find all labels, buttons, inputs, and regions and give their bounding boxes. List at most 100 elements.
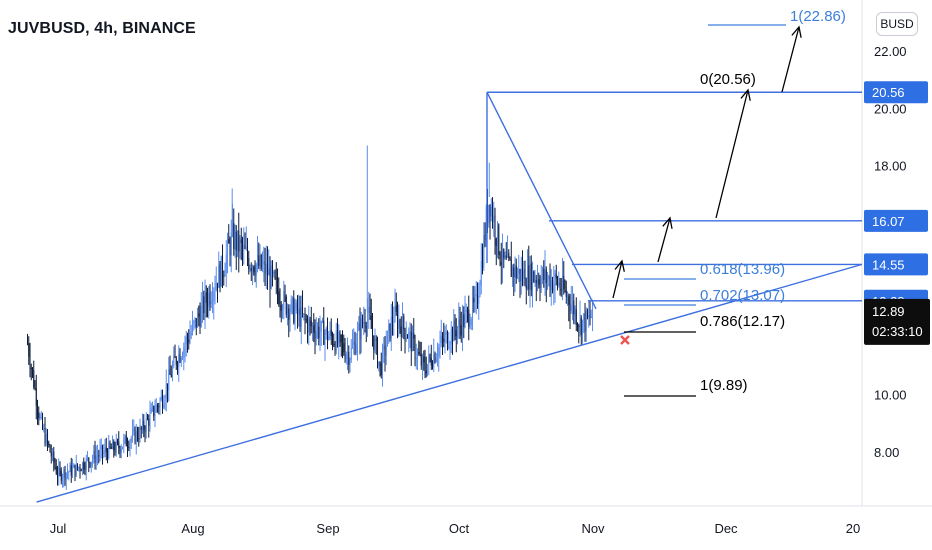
candle-body (433, 354, 435, 368)
candle-body (572, 300, 574, 305)
candle-body (120, 448, 122, 453)
candle-body (202, 296, 204, 306)
candle-body (33, 370, 35, 388)
candle-body (138, 437, 140, 440)
candle-body (375, 339, 377, 341)
candle-body (277, 278, 279, 292)
candle-body (99, 449, 101, 456)
arrow-to-20-56[interactable] (715, 89, 749, 219)
candle-body (373, 335, 375, 351)
candle-body (250, 267, 252, 271)
candle-body (352, 344, 354, 348)
candle-body (535, 280, 537, 284)
candle-body (449, 344, 451, 347)
candle-body (140, 427, 142, 430)
candle-body (228, 239, 230, 244)
symbol-title[interactable]: JUVBUSD, 4h, BINANCE (8, 20, 196, 37)
candle-body (203, 296, 205, 313)
candle-body (528, 265, 530, 290)
candle-body (142, 421, 144, 430)
candle-body (95, 455, 97, 463)
candle-body (454, 320, 456, 331)
candle-body (564, 288, 566, 291)
candle-body (587, 310, 589, 318)
candle-body (437, 356, 439, 359)
candle-body (169, 369, 171, 375)
candle-body (182, 356, 184, 359)
descending-line[interactable] (486, 91, 597, 310)
candle-body (219, 264, 221, 287)
candle-body (237, 230, 239, 251)
candle-body (350, 347, 352, 360)
candle-body (533, 271, 535, 282)
candle-body (410, 331, 412, 352)
candle-body (579, 317, 581, 328)
candle-body (108, 442, 110, 459)
candle-body (198, 313, 200, 317)
candle-body (450, 329, 452, 345)
candle-body (278, 291, 280, 304)
candle-body (98, 455, 100, 457)
candle-body (144, 430, 146, 432)
candle-body (519, 269, 521, 282)
candle-body (135, 431, 137, 443)
candle-body (44, 428, 46, 444)
candle-body (292, 297, 294, 300)
candle-body (445, 332, 447, 335)
candle-body (329, 329, 331, 336)
candle-body (557, 278, 559, 286)
candle-body (70, 465, 72, 476)
candle-body (243, 244, 245, 249)
candle-body (27, 343, 29, 345)
candle-body (28, 343, 30, 357)
candle-body (545, 269, 547, 283)
candle-body (554, 273, 556, 284)
candle-body (423, 356, 425, 363)
candle-body (168, 369, 170, 391)
candle-body (399, 320, 401, 327)
candle-body (229, 243, 231, 256)
candle-body (162, 396, 164, 408)
candle-body (573, 300, 575, 315)
candle-body (313, 325, 315, 333)
x-tick-label: Aug (181, 521, 204, 536)
candle-body (72, 467, 74, 476)
arrow-to-14-55[interactable] (612, 260, 623, 299)
candle-body (233, 223, 235, 250)
candle-body (290, 299, 292, 312)
candle-body (354, 341, 356, 354)
candle-body (215, 282, 217, 290)
arrow-to-20-56-head (740, 88, 751, 101)
candle-body (374, 339, 376, 351)
arrow-to-22-86[interactable] (781, 26, 800, 93)
candle-body (220, 255, 222, 287)
candle-body (183, 347, 185, 357)
candle-body (75, 463, 77, 476)
candle-body (87, 457, 89, 459)
candle-body (517, 273, 519, 278)
candle-body (249, 267, 251, 270)
candle-body (283, 291, 285, 310)
candle-body (443, 338, 445, 342)
candle-body (118, 441, 120, 448)
candle-body (288, 308, 290, 320)
arrow-to-16-07[interactable] (657, 217, 671, 263)
y-tick-label: 8.00 (874, 445, 899, 460)
candle-body (119, 447, 121, 453)
candle-body (478, 295, 480, 305)
candle-body (195, 318, 197, 328)
candle-body (347, 352, 349, 355)
candle-body (125, 435, 127, 447)
candle-body (379, 361, 381, 363)
candle-body (432, 365, 434, 368)
candle-body (493, 215, 495, 222)
candle-body (255, 264, 257, 276)
currency-button[interactable]: BUSD (876, 12, 918, 36)
candle-body (223, 275, 225, 277)
candle-body (34, 387, 36, 389)
ascending-trendline[interactable] (36, 263, 863, 503)
candle-body (503, 248, 505, 259)
candle-body (343, 343, 345, 353)
candle-body (453, 320, 455, 342)
